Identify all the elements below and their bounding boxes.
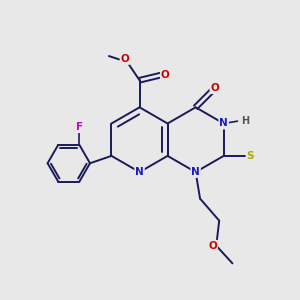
Text: O: O bbox=[161, 70, 170, 80]
Text: N: N bbox=[219, 118, 228, 128]
Text: S: S bbox=[246, 151, 254, 161]
Text: F: F bbox=[76, 122, 83, 132]
Text: O: O bbox=[210, 83, 219, 93]
Text: O: O bbox=[120, 54, 129, 64]
Text: N: N bbox=[135, 167, 144, 177]
Text: N: N bbox=[191, 167, 200, 177]
Text: O: O bbox=[208, 241, 217, 251]
Text: H: H bbox=[241, 116, 249, 126]
